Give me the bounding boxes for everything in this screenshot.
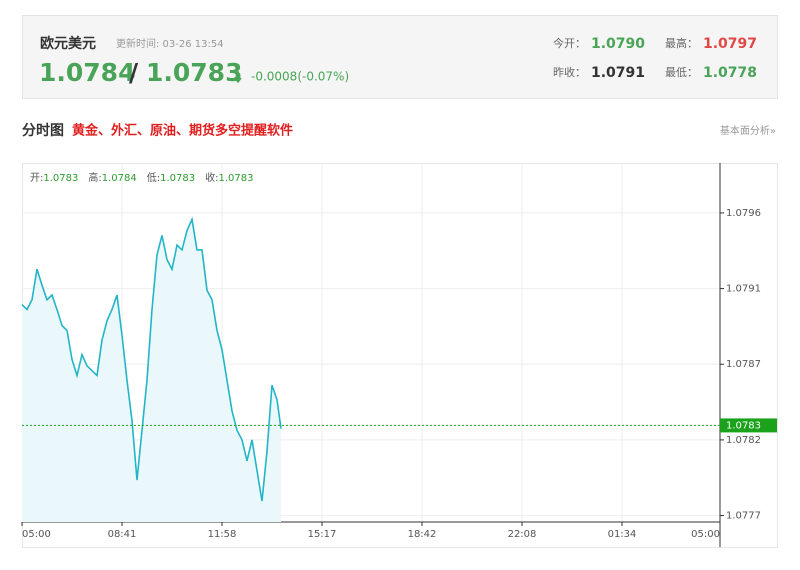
ohlc-label: 收: xyxy=(205,171,218,184)
stat-label: 最高： xyxy=(665,36,698,50)
x-tick-label: 05:00 xyxy=(22,529,51,540)
x-tick-label: 05:00 xyxy=(691,529,720,540)
ohlc-value: 1.0783 xyxy=(43,173,78,184)
update-time: 更新时间: 03-26 13:54 xyxy=(116,37,224,50)
last-price-box xyxy=(720,418,777,433)
last-price-label: 1.0783 xyxy=(726,420,761,431)
ohlc-label: 高: xyxy=(88,171,101,184)
stat-label: 昨收： xyxy=(553,65,586,79)
down-arrow xyxy=(234,71,242,84)
separator: / xyxy=(129,58,139,87)
bid-price: 1.0784 xyxy=(39,58,135,87)
change: -0.0008(-0.07%) xyxy=(251,70,349,84)
ohlc-value: 1.0783 xyxy=(219,173,254,184)
price-line xyxy=(21,216,282,502)
ohlc-value: 1.0783 xyxy=(160,173,195,184)
y-tick-label: 1.0791 xyxy=(726,284,761,295)
x-tick-label: 15:17 xyxy=(308,529,337,540)
ask-price: 1.0783 xyxy=(146,58,242,87)
plot: 1.0777 1.0782 1.0787 1.0791 1.0796 05:00 08:41… xyxy=(21,163,777,547)
y-tick-label: 1.0796 xyxy=(726,208,761,219)
quote-title: 欧元美元 xyxy=(40,35,96,52)
x-tick-label: 08:41 xyxy=(108,529,137,540)
stat-label: 最低： xyxy=(665,66,698,79)
area xyxy=(22,219,281,523)
ohlc-value: 1.0784 xyxy=(102,173,137,184)
fundamental-link[interactable]: 基本面分析» xyxy=(720,124,776,137)
stat-value: 1.0778 xyxy=(703,65,757,81)
x-tick-label: 11:58 xyxy=(208,529,237,540)
y-tick-label: 1.0787 xyxy=(726,359,761,370)
section-title: 分时图 xyxy=(22,122,64,139)
x-tick-label: 22:08 xyxy=(508,529,537,540)
stat-value: 1.0790 xyxy=(591,36,645,52)
stat-label: 今开： xyxy=(553,36,586,50)
x-tick-label: 01:34 xyxy=(608,529,637,540)
y-tick-label: 1.0782 xyxy=(726,435,761,446)
x-tick-label: 18:42 xyxy=(408,529,437,540)
quote-panel xyxy=(22,15,778,99)
stat-value: 1.0797 xyxy=(703,36,757,52)
stat-value: 1.0791 xyxy=(591,65,645,81)
y-tick-label: 1.0777 xyxy=(726,511,761,522)
ohlc-label: 低: xyxy=(147,171,160,184)
ohlc-label: 开: xyxy=(30,173,43,184)
promo-link[interactable]: 黄金、外汇、原油、期货多空提醒软件 xyxy=(72,123,293,139)
